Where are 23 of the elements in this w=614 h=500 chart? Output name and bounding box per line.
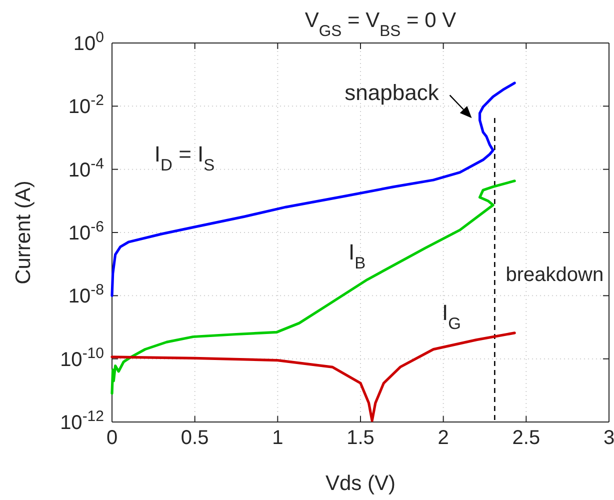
x-axis-title: Vds (V) [325,472,396,495]
series-label: I$_{G}$ [442,300,461,333]
y-tick-label: 10$^{-10}$ [60,344,104,371]
annotation: snapback [344,80,440,106]
y-tick-label: 10$^{0}$ [73,28,104,55]
y-tick-label: 10$^{-12}$ [60,408,104,434]
x-tick-label: 0 [106,427,118,450]
x-tick-label: 2.5 [512,427,540,450]
y-tick-label: 10$^{-4}$ [68,154,104,182]
ref-line-label: breakdown [506,264,604,286]
y-tick-label: 10$^{-2}$ [68,92,104,118]
x-tick-label: 3 [603,427,614,450]
x-tick-label: 1 [272,427,284,450]
series-label: I$_{B}$ [348,240,366,273]
x-tick-label: 2 [438,427,449,450]
y-tick-label: 10$^{-8}$ [68,281,104,308]
x-tick-label: 1.5 [346,427,374,450]
y-tick-label: 10$^{-6}$ [68,218,104,244]
chart-title: V$_{GS}$ = V$_{BS}$ = 0 V [304,9,456,40]
line-series [110,332,516,422]
x-tick-label: 0.5 [180,427,209,450]
y-axis-title: Current (A) [12,180,35,284]
text: I$_{D}$ = I$_{S}$ [154,142,215,175]
